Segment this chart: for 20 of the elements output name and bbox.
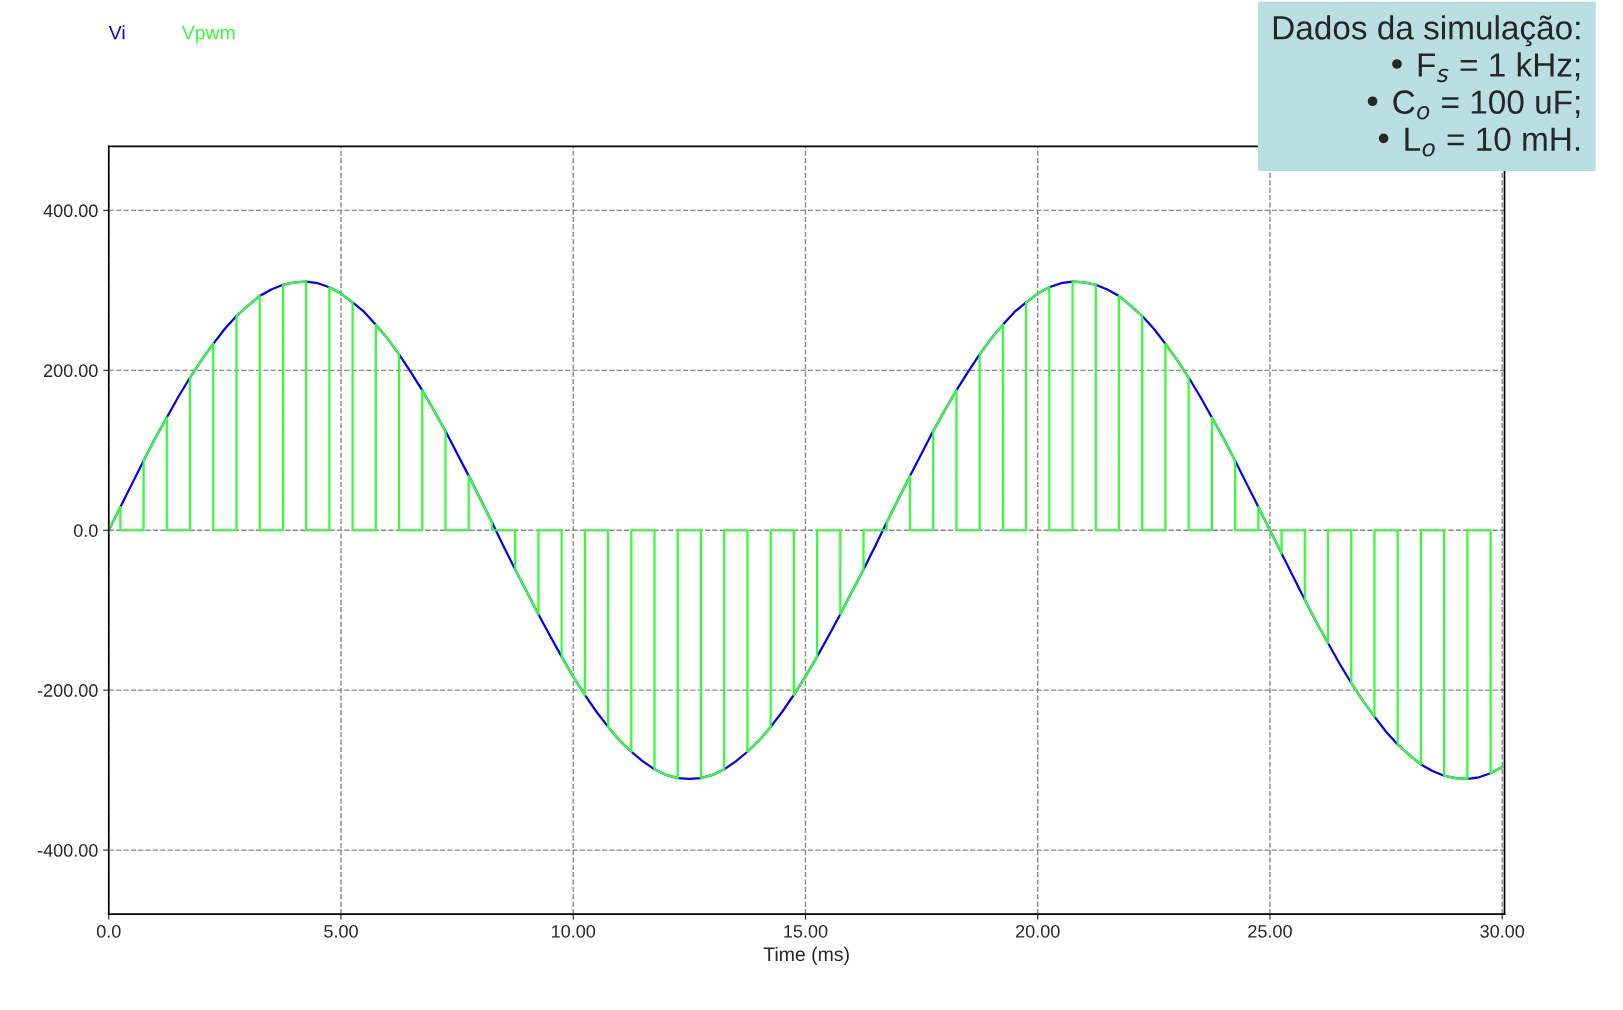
x-tick-label: 30.00	[1480, 924, 1525, 938]
y-tick-label: 0.0	[73, 524, 98, 537]
x-tick-label: 5.00	[324, 924, 358, 938]
x-tick-label: 0.0	[96, 924, 121, 938]
text: Vi	[108, 25, 125, 40]
annotation: • L$_{o}$ = 10 mH.	[1378, 127, 1580, 157]
x-axis-title: Time (ms)	[763, 946, 849, 965]
text: • C$_{o}$ = 100 uF;	[1367, 90, 1580, 120]
x-tick-label: 20.00	[1016, 924, 1060, 938]
y-tick-label: 200.00	[44, 364, 98, 378]
y-tick-label: -400.00	[37, 844, 98, 857]
x-tick-label: 25.00	[1248, 924, 1292, 938]
text: Dados da simulação:	[1273, 15, 1580, 47]
line-series	[108, 280, 1504, 781]
text: • F$_{s}$ = 1 kHz;	[1392, 52, 1580, 83]
y-tick-label: -200.00	[37, 684, 98, 697]
y-tick-label: 400.00	[43, 204, 98, 218]
x-tick-label: 15.00	[784, 924, 828, 938]
x-tick-label: 10.00	[552, 924, 596, 938]
text: Vpwm	[181, 25, 235, 44]
